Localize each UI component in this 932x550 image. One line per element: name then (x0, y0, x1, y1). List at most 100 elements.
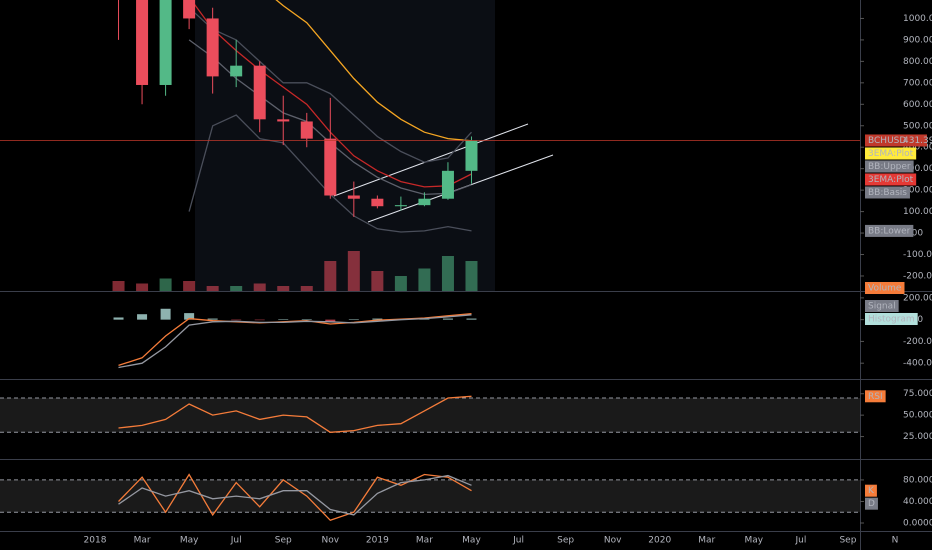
legend-label: 3EMA:Plot (868, 175, 914, 185)
histogram-bar (372, 318, 383, 320)
volume-bar (300, 286, 313, 291)
candle-body (394, 205, 407, 207)
legend-label: D (868, 499, 875, 509)
y-tick-label: 50.0000 (903, 411, 932, 421)
histogram-bar (348, 319, 359, 320)
legend-entry: BB:Upper (865, 160, 914, 173)
candle-body (183, 0, 196, 19)
x-tick-label: Mar (134, 536, 151, 546)
level-band (0, 479, 860, 513)
x-tick-label: Sep (557, 536, 574, 546)
legend-entry: BB:Lower (865, 224, 914, 237)
series-line (275, 0, 472, 142)
histogram-bar (113, 317, 124, 320)
y-tick-label: 200.00 (903, 186, 932, 196)
y-tick-label: 40.0000 (903, 497, 932, 507)
candle-body (159, 0, 172, 85)
volume-bar (465, 261, 478, 291)
legend-box (865, 300, 899, 312)
main-plot (112, 0, 478, 291)
y-tick-label: 0.0000 (903, 519, 932, 529)
x-tick-label: 2019 (366, 536, 389, 546)
candle-body (441, 170, 454, 199)
candle-body (136, 0, 149, 85)
y-tick-label: 200.00 (903, 293, 932, 303)
volume-bar (371, 271, 384, 291)
channel-line (333, 123, 529, 197)
legend-entry: Signal (865, 300, 899, 312)
last-price-box (865, 134, 927, 147)
legend-box (865, 484, 877, 497)
x-tick-label: Mar (698, 536, 715, 546)
legend-box (865, 282, 905, 294)
candle-body (418, 198, 431, 206)
series-line (188, 7, 472, 163)
legend-entry: Volume (865, 282, 905, 294)
volume-bar (394, 276, 407, 291)
y-tick-label: -200.00 (903, 337, 932, 347)
last-price-label: 431.39 (903, 136, 932, 146)
histogram-bar (419, 319, 430, 320)
series-line (118, 395, 472, 433)
legend-entry: 3EMA:Plot (865, 173, 917, 186)
legend-entry: BB:Basis (865, 186, 910, 199)
series-line (118, 474, 472, 516)
x-tick-label: Jul (794, 536, 806, 546)
legend-box (865, 186, 910, 199)
histogram-bar (137, 314, 148, 320)
y-tick-label: 400.00 (903, 143, 932, 153)
x-tick-label: N (892, 536, 899, 546)
x-tick-label: Jul (230, 536, 242, 546)
histogram-bar (325, 319, 336, 322)
candle-body (300, 121, 313, 139)
level-band (0, 398, 860, 433)
legend-label: Signal (868, 302, 896, 312)
histogram-bar (160, 308, 171, 320)
x-tick-label: 2018 (84, 536, 107, 546)
volume-bar (159, 278, 172, 291)
candle-body (230, 65, 243, 77)
y-tick-label: 300.00 (903, 164, 932, 174)
legend-label: K (868, 486, 875, 496)
candle-body (206, 18, 219, 77)
histogram-bar (184, 313, 195, 320)
legend-label: BB:Upper (868, 162, 911, 172)
y-tick-label: -100.00 (903, 250, 932, 260)
legend-box (865, 390, 886, 403)
volume-bar (324, 261, 337, 291)
histogram-bar (466, 318, 477, 320)
x-tick-label: Sep (839, 536, 856, 546)
candle-body (347, 195, 360, 199)
volume-bar (441, 256, 454, 291)
y-tick-label: 1000.00 (903, 14, 932, 24)
x-tick-label: Jul (512, 536, 524, 546)
legend-entry: 3EMA:Plot (865, 147, 917, 160)
y-tick-label: 25.0000 (903, 432, 932, 442)
y-tick-label: 100.00 (903, 207, 932, 217)
y-tick-label: 75.0000 (903, 389, 932, 399)
legend-label: BB:Basis (868, 188, 907, 198)
legend-entry: K (865, 484, 877, 497)
volume-bar (206, 286, 219, 291)
candle-body (277, 119, 290, 122)
volume-bar (418, 268, 431, 291)
volume-bar (112, 281, 125, 291)
histogram-bar (442, 318, 453, 320)
y-tick-label: 600.00 (903, 100, 932, 110)
histogram-bar (207, 318, 218, 320)
x-tick-label: Nov (322, 536, 340, 546)
candle-body (465, 140, 478, 171)
legend-label: BB:Lower (868, 226, 911, 236)
series-line (118, 314, 472, 369)
legend-label: Volume (868, 284, 902, 294)
legend-label: 3EMA:Plot (868, 149, 914, 159)
symbol-label: BCHUSD (868, 136, 906, 146)
histogram-bar (278, 319, 289, 320)
histogram-bar (301, 319, 312, 320)
y-tick-label: 500.00 (903, 121, 932, 131)
x-tick-label: Nov (604, 536, 622, 546)
histogram-bar (254, 319, 265, 321)
volume-bar (347, 251, 360, 291)
x-tick-label: May (462, 536, 481, 546)
